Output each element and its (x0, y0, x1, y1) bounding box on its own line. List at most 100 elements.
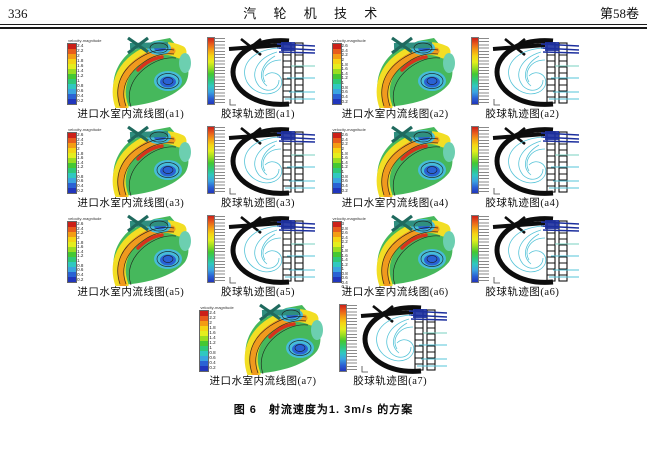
streamline-figure: velocity-magnitude 2.4 2.2 2 1.8 1.6 1.4 1.2 1 0… (67, 36, 194, 108)
page-number: 336 (8, 6, 28, 21)
figure-6: velocity-magnitude 2.4 2.2 2 1.8 1.6 1.4 1.2 1 0… (0, 29, 647, 417)
streamline-contour-image (366, 214, 458, 286)
streamline-panel: velocity-magnitude 2.6 2.4 2.2 2 1.8 1.6 1.4 1.… (331, 125, 458, 210)
colorbar-body: 2.4 2.2 2 1.8 1.6 1.4 1.2 1 0.8 0.6 0.4 0.2 (67, 43, 101, 105)
colorbar-tick-labels: 2.6 2.4 2.2 2 1.8 1.6 1.4 1.2 1 0.8 0.6 0.4 0.2 (77, 132, 84, 193)
streamline-figure: velocity-magnitude 2.6 2.4 2.2 2 1.8 1.6 1.4 1.… (331, 36, 458, 108)
velocity-colorbar: velocity-magnitude 2.6 2.4 2.2 2 1.8 1.6 1.4 1.… (331, 127, 366, 194)
streamline-panel: velocity-magnitude 3 2.8 2.6 2.4 2.2 2 1.8 1.6 1… (331, 214, 458, 299)
colorbar-title: velocity-magnitude (332, 216, 366, 221)
colorbar-body: 2.6 2.4 2.2 2 1.8 1.6 1.4 1.2 1 0.8 0.6 0.4 0.2 (331, 43, 366, 105)
journal-title: 汽 轮 机 技 术 (243, 6, 385, 21)
colorbar-strip (331, 221, 342, 283)
colorbar-body: 3 2.8 2.6 2.4 2.2 2 1.8 1.6 1.4 1.2 1 0.8 0.6 0.4 0.2 (331, 221, 366, 289)
trajectory-colorbar-tick-labels (478, 127, 489, 193)
streamline-panel: velocity-magnitude 2.6 2.4 2.2 2 1.8 1.6 1.4 1.… (331, 36, 458, 121)
ball-trajectory-image (491, 36, 579, 108)
trajectory-colorbar-strip (470, 126, 479, 194)
trajectory-colorbar-strip (470, 37, 479, 105)
colorbar-body: 2.4 2.2 2 1.8 1.6 1.4 1.2 1 0.8 0.6 0.4 0.2 (199, 310, 233, 372)
trajectory-panel: 胶球轨迹图(a5) (202, 214, 315, 299)
streamline-label: 进口水室内流线图(a2) (341, 109, 449, 120)
streamline-panel: velocity-magnitude 2.4 2.2 2 1.8 1.6 1.4 1.2 1 0… (199, 303, 326, 388)
colorbar-tick-labels: 2.6 2.4 2.2 2 1.8 1.6 1.4 1.2 1 0.8 0.6 0.4 0.2 (341, 43, 348, 104)
trajectory-figure (202, 36, 315, 108)
panel-pair: velocity-magnitude 2.6 2.4 2.2 2 1.8 1.6 1.4 1.… (331, 125, 579, 210)
figure-row-1: velocity-magnitude 2.4 2.2 2 1.8 1.6 1.4 1.2 1 0… (67, 36, 579, 121)
colorbar-strip (331, 132, 342, 194)
trajectory-figure (466, 36, 579, 108)
panel-pair: velocity-magnitude 2.4 2.2 2 1.8 1.6 1.4 1.2 1 0… (199, 303, 447, 388)
trajectory-colorbar-strip (206, 37, 215, 105)
streamline-label: 进口水室内流线图(a4) (341, 198, 449, 209)
trajectory-label: 胶球轨迹图(a5) (221, 287, 295, 298)
trajectory-panel: 胶球轨迹图(a3) (202, 125, 315, 210)
colorbar-title: velocity-magnitude (68, 127, 102, 132)
streamline-panel: velocity-magnitude 2.6 2.4 2.2 2 1.8 1.6 1.4 1.… (67, 214, 193, 299)
streamline-label: 进口水室内流线图(a7) (209, 376, 317, 387)
trajectory-colorbar (206, 215, 225, 283)
colorbar-body: 2.6 2.4 2.2 2 1.8 1.6 1.4 1.2 1 0.8 0.6 0.4 0.2 (67, 132, 101, 194)
trajectory-colorbar-strip (338, 304, 347, 372)
colorbar-strip (331, 43, 342, 105)
streamline-contour-image (102, 36, 194, 108)
colorbar-title: velocity-magnitude (332, 127, 366, 132)
page-header: 336 汽 轮 机 技 术 第58卷 (0, 0, 647, 25)
trajectory-label: 胶球轨迹图(a1) (221, 109, 295, 120)
trajectory-colorbar-tick-labels (346, 305, 357, 371)
panel-pair: velocity-magnitude 3 2.8 2.6 2.4 2.2 2 1.8 1.6 1… (331, 214, 579, 299)
trajectory-panel: 胶球轨迹图(a2) (466, 36, 579, 121)
ball-trajectory-image (359, 303, 447, 375)
velocity-colorbar: velocity-magnitude 2.6 2.4 2.2 2 1.8 1.6 1.4 1.… (67, 216, 102, 283)
colorbar-title: velocity-magnitude (68, 38, 102, 43)
streamline-label: 进口水室内流线图(a1) (77, 109, 185, 120)
streamline-figure: velocity-magnitude 3 2.8 2.6 2.4 2.2 2 1.8 1.6 1… (331, 214, 458, 289)
trajectory-label: 胶球轨迹图(a7) (353, 376, 428, 387)
figure-caption: 图 6 射流速度为1. 3m/s 的方案 (233, 404, 414, 416)
streamline-contour-image (366, 36, 458, 108)
streamline-figure: velocity-magnitude 2.4 2.2 2 1.8 1.6 1.4 1.2 1 0… (199, 303, 326, 375)
ball-trajectory-image (227, 36, 315, 108)
velocity-colorbar: velocity-magnitude 2.4 2.2 2 1.8 1.6 1.4 1.2 1 0… (67, 38, 102, 105)
streamline-contour-image (102, 125, 194, 197)
trajectory-colorbar-tick-labels (478, 38, 489, 104)
figure-row-2: velocity-magnitude 2.6 2.4 2.2 2 1.8 1.6 1.4 1.… (67, 125, 579, 210)
trajectory-colorbar-strip (206, 126, 215, 194)
colorbar-tick-labels: 2.6 2.4 2.2 2 1.8 1.6 1.4 1.2 1 0.8 0.6 0.4 0.2 (341, 132, 348, 193)
trajectory-colorbar (470, 126, 489, 194)
trajectory-label: 胶球轨迹图(a4) (485, 198, 560, 209)
trajectory-panel: 胶球轨迹图(a1) (202, 36, 315, 121)
trajectory-panel: 胶球轨迹图(a7) (334, 303, 447, 388)
trajectory-label: 胶球轨迹图(a3) (221, 198, 295, 209)
streamline-contour-image (366, 125, 458, 197)
volume-label: 第58卷 (599, 6, 639, 21)
colorbar-title: velocity-magnitude (200, 305, 234, 310)
trajectory-colorbar-tick-labels (214, 38, 225, 104)
colorbar-strip (67, 43, 78, 105)
streamline-figure: velocity-magnitude 2.6 2.4 2.2 2 1.8 1.6 1.4 1.… (67, 214, 193, 286)
colorbar-body: 2.6 2.4 2.2 2 1.8 1.6 1.4 1.2 1 0.8 0.6 0.4 0.2 (67, 221, 101, 283)
streamline-label: 进口水室内流线图(a5) (77, 287, 185, 298)
trajectory-figure (202, 125, 315, 197)
trajectory-figure (334, 303, 447, 375)
trajectory-colorbar-tick-labels (214, 127, 225, 193)
figure-row-3: velocity-magnitude 2.6 2.4 2.2 2 1.8 1.6 1.4 1.… (67, 214, 579, 299)
trajectory-colorbar (470, 215, 489, 283)
trajectory-colorbar-strip (206, 215, 215, 283)
colorbar-strip (67, 221, 78, 283)
trajectory-label: 胶球轨迹图(a6) (485, 287, 560, 298)
panel-pair: velocity-magnitude 2.6 2.4 2.2 2 1.8 1.6 1.4 1.… (67, 214, 315, 299)
figure-row-4: velocity-magnitude 2.4 2.2 2 1.8 1.6 1.4 1.2 1 0… (199, 303, 447, 388)
panel-pair: velocity-magnitude 2.6 2.4 2.2 2 1.8 1.6 1.4 1.… (331, 36, 579, 121)
ball-trajectory-image (227, 125, 315, 197)
colorbar-tick-labels: 2.6 2.4 2.2 2 1.8 1.6 1.4 1.2 1 0.8 0.6 0.4 0.2 (77, 221, 84, 282)
streamline-label: 进口水室内流线图(a6) (341, 287, 449, 298)
streamline-panel: velocity-magnitude 2.6 2.4 2.2 2 1.8 1.6 1.4 1.… (67, 125, 194, 210)
streamline-contour-image (234, 303, 326, 375)
ball-trajectory-image (491, 214, 579, 286)
streamline-panel: velocity-magnitude 2.4 2.2 2 1.8 1.6 1.4 1.2 1 0… (67, 36, 194, 121)
velocity-colorbar: velocity-magnitude 3 2.8 2.6 2.4 2.2 2 1.8 1.6 1… (331, 216, 366, 289)
velocity-colorbar: velocity-magnitude 2.4 2.2 2 1.8 1.6 1.4 1.2 1 0… (199, 305, 234, 372)
trajectory-colorbar-tick-labels (478, 216, 489, 282)
